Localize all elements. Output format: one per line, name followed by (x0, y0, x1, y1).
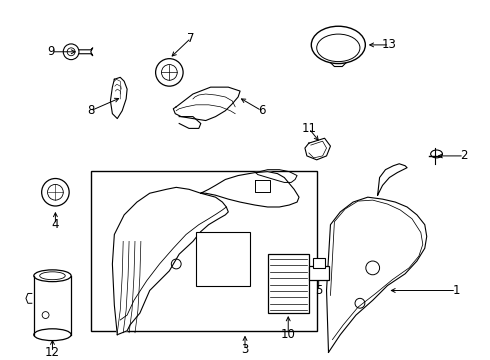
Text: 1: 1 (452, 284, 460, 297)
Bar (313, 258, 324, 268)
Text: 4: 4 (51, 218, 59, 231)
Text: 12: 12 (45, 346, 60, 359)
Polygon shape (112, 187, 228, 335)
Bar (309, 266, 328, 280)
Text: 13: 13 (382, 39, 397, 51)
Text: 5: 5 (315, 284, 322, 297)
Text: 6: 6 (258, 104, 266, 117)
Polygon shape (179, 117, 201, 129)
Text: 9: 9 (48, 45, 55, 58)
Polygon shape (305, 138, 330, 160)
Polygon shape (110, 77, 127, 118)
Bar (91, 171, 317, 331)
Bar (196, 231, 250, 285)
Text: 10: 10 (281, 328, 295, 341)
Text: 7: 7 (187, 32, 195, 45)
Text: 2: 2 (460, 149, 468, 162)
Bar (268, 254, 309, 313)
Polygon shape (326, 197, 427, 352)
Polygon shape (201, 172, 299, 207)
Polygon shape (378, 164, 407, 195)
Polygon shape (173, 87, 240, 121)
Text: 8: 8 (87, 104, 95, 117)
Text: 11: 11 (301, 122, 317, 135)
Text: 3: 3 (241, 343, 249, 356)
